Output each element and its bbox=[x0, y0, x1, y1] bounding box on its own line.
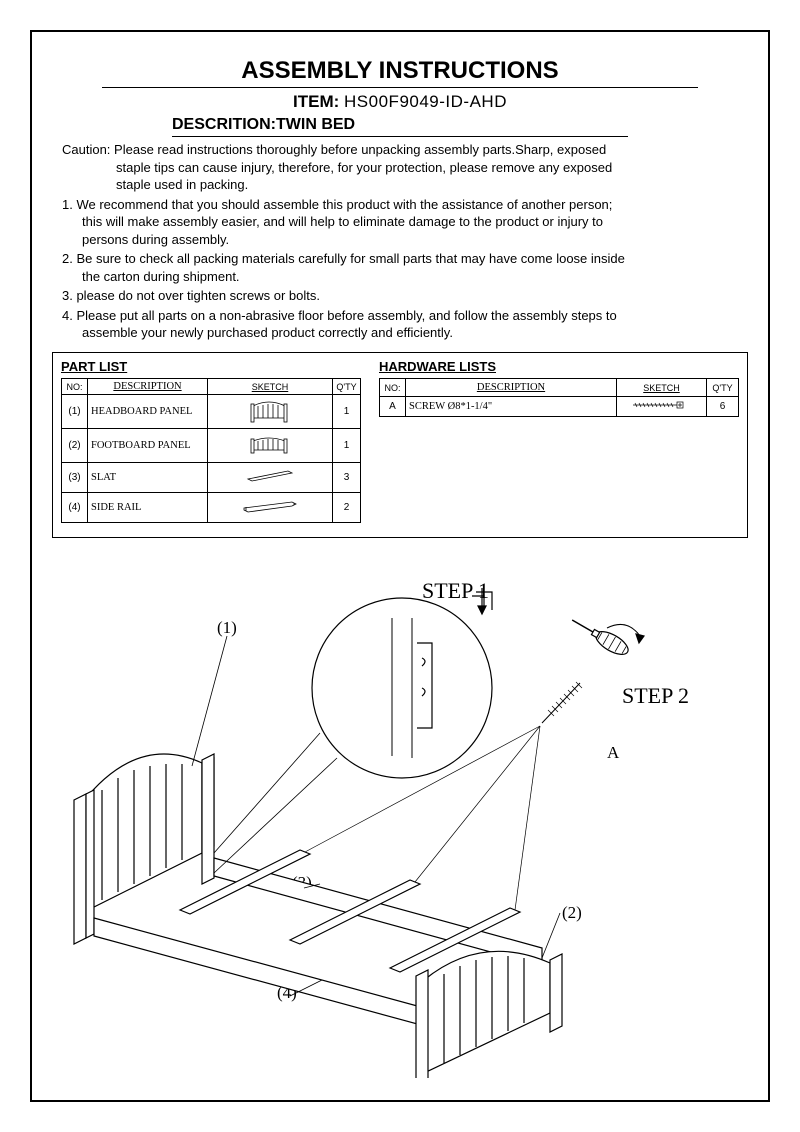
item-label: ITEM: bbox=[293, 92, 339, 111]
caution-text: Caution: Please read instructions thorou… bbox=[62, 141, 738, 194]
hw-desc: SCREW Ø8*1-1/4" bbox=[406, 397, 617, 417]
hw-sketch bbox=[617, 397, 707, 417]
note-4: 4. Please put all parts on a non-abrasiv… bbox=[62, 307, 738, 342]
doc-title: ASSEMBLY INSTRUCTIONS bbox=[102, 57, 698, 88]
caution-label: Caution: bbox=[62, 142, 110, 157]
part-desc: FOOTBOARD PANEL bbox=[88, 429, 208, 463]
caution-body-2: staple tips can cause injury, therefore,… bbox=[62, 159, 738, 177]
table-row: A SCREW Ø8*1-1/4" bbox=[380, 397, 739, 417]
part-no: (3) bbox=[62, 463, 88, 493]
hardware-list-col: HARDWARE LISTS NO: DESCRIPTION SKETCH Q'… bbox=[379, 359, 739, 523]
note-3: 3. please do not over tighten screws or … bbox=[62, 287, 738, 305]
part-sketch bbox=[208, 463, 333, 493]
hw-no: A bbox=[380, 397, 406, 417]
table-row: (1) HEADBOARD PANEL bbox=[62, 395, 361, 429]
hw-col-no: NO: bbox=[380, 379, 406, 397]
description-line: DESCRITION:TWIN BED bbox=[172, 116, 628, 137]
hw-qty: 6 bbox=[707, 397, 739, 417]
description-label: DESCRITION: bbox=[172, 116, 276, 133]
screwdriver-shape bbox=[568, 613, 644, 659]
part-desc: SLAT bbox=[88, 463, 208, 493]
caution-body-inline: Please read instructions thoroughly befo… bbox=[114, 142, 606, 157]
part-list-header-row: NO: DESCRIPTION SKETCH Q'TY bbox=[62, 379, 361, 395]
item-value: HS00F9049-ID-AHD bbox=[344, 92, 507, 111]
part-list-table: NO: DESCRIPTION SKETCH Q'TY (1) HEADBOAR… bbox=[61, 378, 361, 523]
part-desc: HEADBOARD PANEL bbox=[88, 395, 208, 429]
part-qty: 1 bbox=[333, 395, 361, 429]
part-sketch bbox=[208, 395, 333, 429]
detail-circle bbox=[312, 588, 492, 778]
item-line: ITEM: HS00F9049-ID-AHD bbox=[52, 92, 748, 112]
caution-block: Caution: Please read instructions thorou… bbox=[62, 141, 738, 342]
document-frame: ASSEMBLY INSTRUCTIONS ITEM: HS00F9049-ID… bbox=[30, 30, 770, 1102]
screw-A-shape bbox=[542, 682, 582, 723]
hw-col-qty: Q'TY bbox=[707, 379, 739, 397]
headboard-shape bbox=[74, 754, 214, 944]
hardware-header-row: NO: DESCRIPTION SKETCH Q'TY bbox=[380, 379, 739, 397]
page: ASSEMBLY INSTRUCTIONS ITEM: HS00F9049-ID… bbox=[0, 0, 800, 1132]
note-2: 2. Be sure to check all packing material… bbox=[62, 250, 738, 285]
part-desc: SIDE RAIL bbox=[88, 493, 208, 523]
screw-icon bbox=[627, 399, 697, 411]
part-no: (2) bbox=[62, 429, 88, 463]
part-no: (1) bbox=[62, 395, 88, 429]
lists-box: PART LIST NO: DESCRIPTION SKETCH Q'TY (1… bbox=[52, 352, 748, 538]
assembly-diagram: STEP 1 STEP 2 (1) (2) (3) (4) A bbox=[52, 548, 748, 1078]
col-sketch: SKETCH bbox=[208, 379, 333, 395]
table-row: (3) SLAT 3 bbox=[62, 463, 361, 493]
part-list-col: PART LIST NO: DESCRIPTION SKETCH Q'TY (1… bbox=[61, 359, 361, 523]
caution-body-3: staple used in packing. bbox=[62, 176, 738, 194]
part-qty: 3 bbox=[333, 463, 361, 493]
part-list-heading: PART LIST bbox=[61, 359, 361, 374]
part-sketch bbox=[208, 493, 333, 523]
diagram-svg bbox=[52, 548, 752, 1078]
part-sketch bbox=[208, 429, 333, 463]
hw-col-desc: DESCRIPTION bbox=[406, 379, 617, 397]
part-qty: 1 bbox=[333, 429, 361, 463]
slat-icon bbox=[244, 467, 296, 485]
col-qty: Q'TY bbox=[333, 379, 361, 395]
col-no: NO: bbox=[62, 379, 88, 395]
part-no: (4) bbox=[62, 493, 88, 523]
siderail-icon bbox=[240, 498, 300, 514]
table-row: (4) SIDE RAIL 2 bbox=[62, 493, 361, 523]
col-desc: DESCRIPTION bbox=[88, 379, 208, 395]
description-value: TWIN BED bbox=[276, 116, 355, 133]
footboard-shape bbox=[416, 951, 562, 1078]
note-1: 1. We recommend that you should assemble… bbox=[62, 196, 738, 249]
hw-col-sketch: SKETCH bbox=[617, 379, 707, 397]
headboard-icon bbox=[247, 397, 293, 423]
table-row: (2) FOOTBOARD PANEL bbox=[62, 429, 361, 463]
hardware-list-heading: HARDWARE LISTS bbox=[379, 359, 739, 374]
footboard-icon bbox=[247, 431, 293, 457]
hardware-list-table: NO: DESCRIPTION SKETCH Q'TY A SCREW Ø8*1… bbox=[379, 378, 739, 417]
part-qty: 2 bbox=[333, 493, 361, 523]
